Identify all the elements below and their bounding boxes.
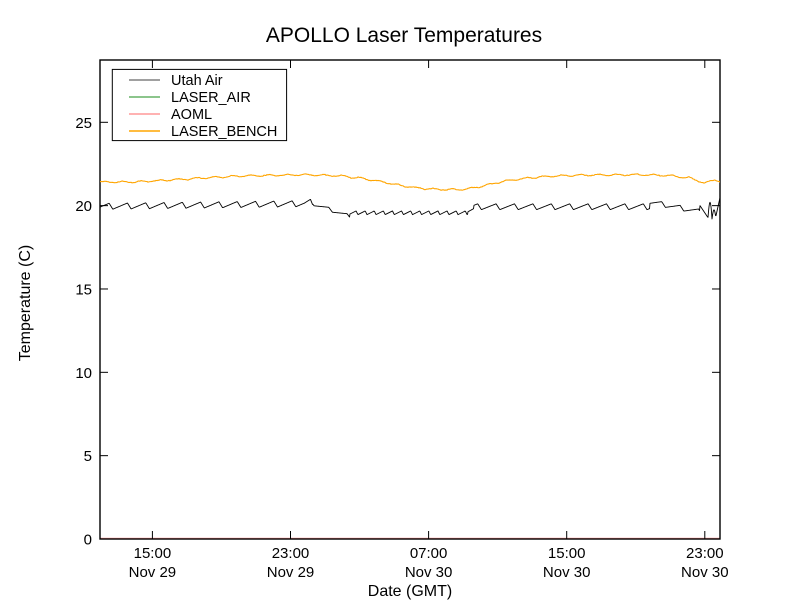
svg-text:Nov 30: Nov 30 [405, 564, 453, 581]
svg-text:Temperature (C): Temperature (C) [17, 245, 34, 361]
svg-text:07:00: 07:00 [410, 545, 448, 562]
svg-text:5: 5 [84, 448, 92, 465]
svg-text:15:00: 15:00 [548, 545, 586, 562]
svg-text:10: 10 [75, 365, 92, 382]
svg-text:LASER_AIR: LASER_AIR [171, 90, 251, 106]
svg-text:Nov 30: Nov 30 [681, 564, 729, 581]
svg-text:23:00: 23:00 [686, 545, 724, 562]
svg-text:LASER_BENCH: LASER_BENCH [171, 124, 277, 140]
svg-text:Date (GMT): Date (GMT) [368, 583, 452, 600]
svg-text:Nov 29: Nov 29 [267, 564, 315, 581]
svg-text:0: 0 [84, 532, 92, 549]
svg-text:Utah Air: Utah Air [171, 73, 223, 89]
svg-text:23:00: 23:00 [272, 545, 310, 562]
svg-text:15:00: 15:00 [134, 545, 172, 562]
svg-text:Nov 29: Nov 29 [129, 564, 177, 581]
svg-text:25: 25 [75, 115, 92, 132]
svg-text:20: 20 [75, 198, 92, 215]
svg-text:APOLLO Laser Temperatures: APOLLO Laser Temperatures [266, 24, 542, 47]
svg-text:AOML: AOML [171, 107, 212, 123]
svg-text:Nov 30: Nov 30 [543, 564, 591, 581]
svg-text:15: 15 [75, 281, 92, 298]
